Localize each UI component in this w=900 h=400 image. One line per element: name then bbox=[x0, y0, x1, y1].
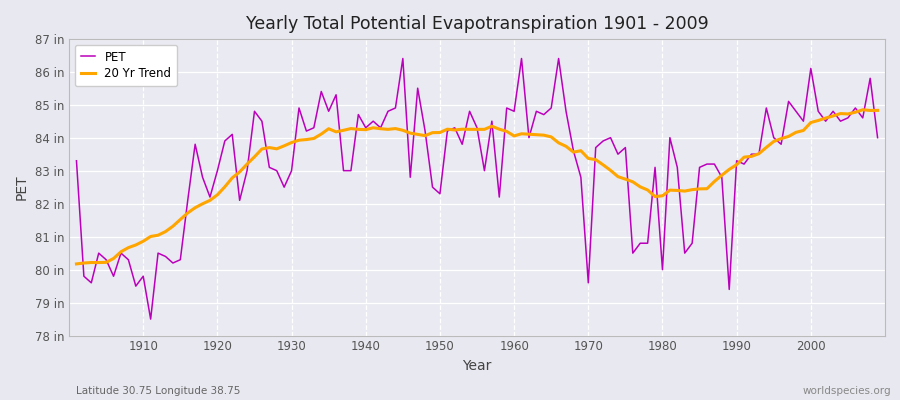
PET bbox=[398, 56, 409, 61]
20 Yr Trend bbox=[71, 262, 82, 266]
20 Yr Trend bbox=[872, 108, 883, 113]
X-axis label: Year: Year bbox=[463, 359, 491, 373]
PET bbox=[613, 152, 624, 156]
Y-axis label: PET: PET bbox=[15, 174, 29, 200]
PET bbox=[524, 135, 535, 140]
20 Yr Trend bbox=[130, 242, 141, 247]
PET bbox=[346, 168, 356, 173]
Legend: PET, 20 Yr Trend: PET, 20 Yr Trend bbox=[75, 45, 177, 86]
20 Yr Trend bbox=[501, 129, 512, 134]
20 Yr Trend bbox=[293, 138, 304, 142]
20 Yr Trend bbox=[338, 128, 349, 133]
PET bbox=[872, 135, 883, 140]
Text: Latitude 30.75 Longitude 38.75: Latitude 30.75 Longitude 38.75 bbox=[76, 386, 241, 396]
20 Yr Trend bbox=[508, 134, 519, 138]
PET bbox=[516, 56, 526, 61]
Line: PET: PET bbox=[76, 58, 878, 319]
PET bbox=[145, 317, 156, 322]
PET bbox=[130, 284, 141, 288]
Line: 20 Yr Trend: 20 Yr Trend bbox=[76, 110, 878, 264]
20 Yr Trend bbox=[858, 107, 868, 112]
PET bbox=[301, 129, 311, 134]
20 Yr Trend bbox=[598, 162, 608, 167]
PET bbox=[71, 158, 82, 163]
Title: Yearly Total Potential Evapotranspiration 1901 - 2009: Yearly Total Potential Evapotranspiratio… bbox=[246, 15, 708, 33]
Text: worldspecies.org: worldspecies.org bbox=[803, 386, 891, 396]
